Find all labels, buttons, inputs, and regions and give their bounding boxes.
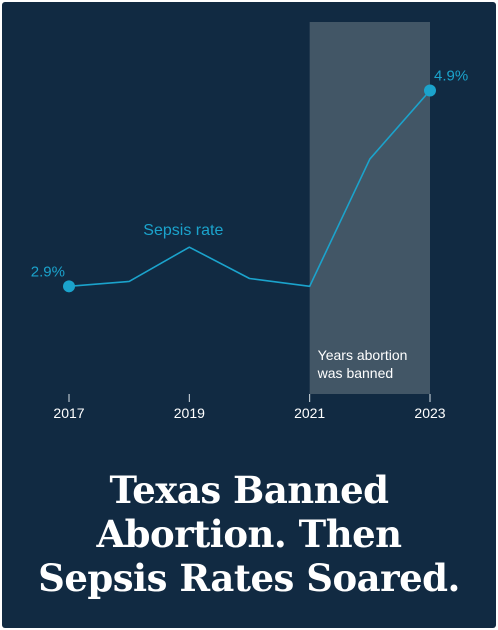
sepsis-rate-chart: Years abortion was banned 2017 2019 2021 202… bbox=[31, 22, 468, 421]
sepsis-rate-line bbox=[68, 89, 431, 288]
headline-line-2: Abortion. Then bbox=[96, 512, 402, 556]
point-2023 bbox=[424, 84, 436, 97]
data-label-2017: 2.9% bbox=[31, 263, 65, 280]
x-tick-label-2021: 2021 bbox=[294, 405, 325, 421]
headline: Texas Banned Abortion. Then Sepsis Rates… bbox=[2, 468, 496, 600]
ban-period-label-line-2: was banned bbox=[317, 365, 394, 381]
ban-period-label-line-1: Years abortion bbox=[318, 347, 408, 363]
x-tick-label-2019: 2019 bbox=[174, 405, 205, 421]
headline-line-1: Texas Banned bbox=[109, 468, 389, 512]
x-tick-label-2017: 2017 bbox=[53, 405, 84, 421]
x-tick-label-2023: 2023 bbox=[414, 405, 445, 421]
headline-line-3: Sepsis Rates Soared. bbox=[38, 556, 460, 600]
data-label-2023: 4.9% bbox=[434, 68, 468, 85]
series-label-sepsis-rate: Sepsis rate bbox=[143, 222, 223, 239]
point-2017 bbox=[63, 280, 75, 293]
ban-period-shade bbox=[309, 22, 430, 394]
